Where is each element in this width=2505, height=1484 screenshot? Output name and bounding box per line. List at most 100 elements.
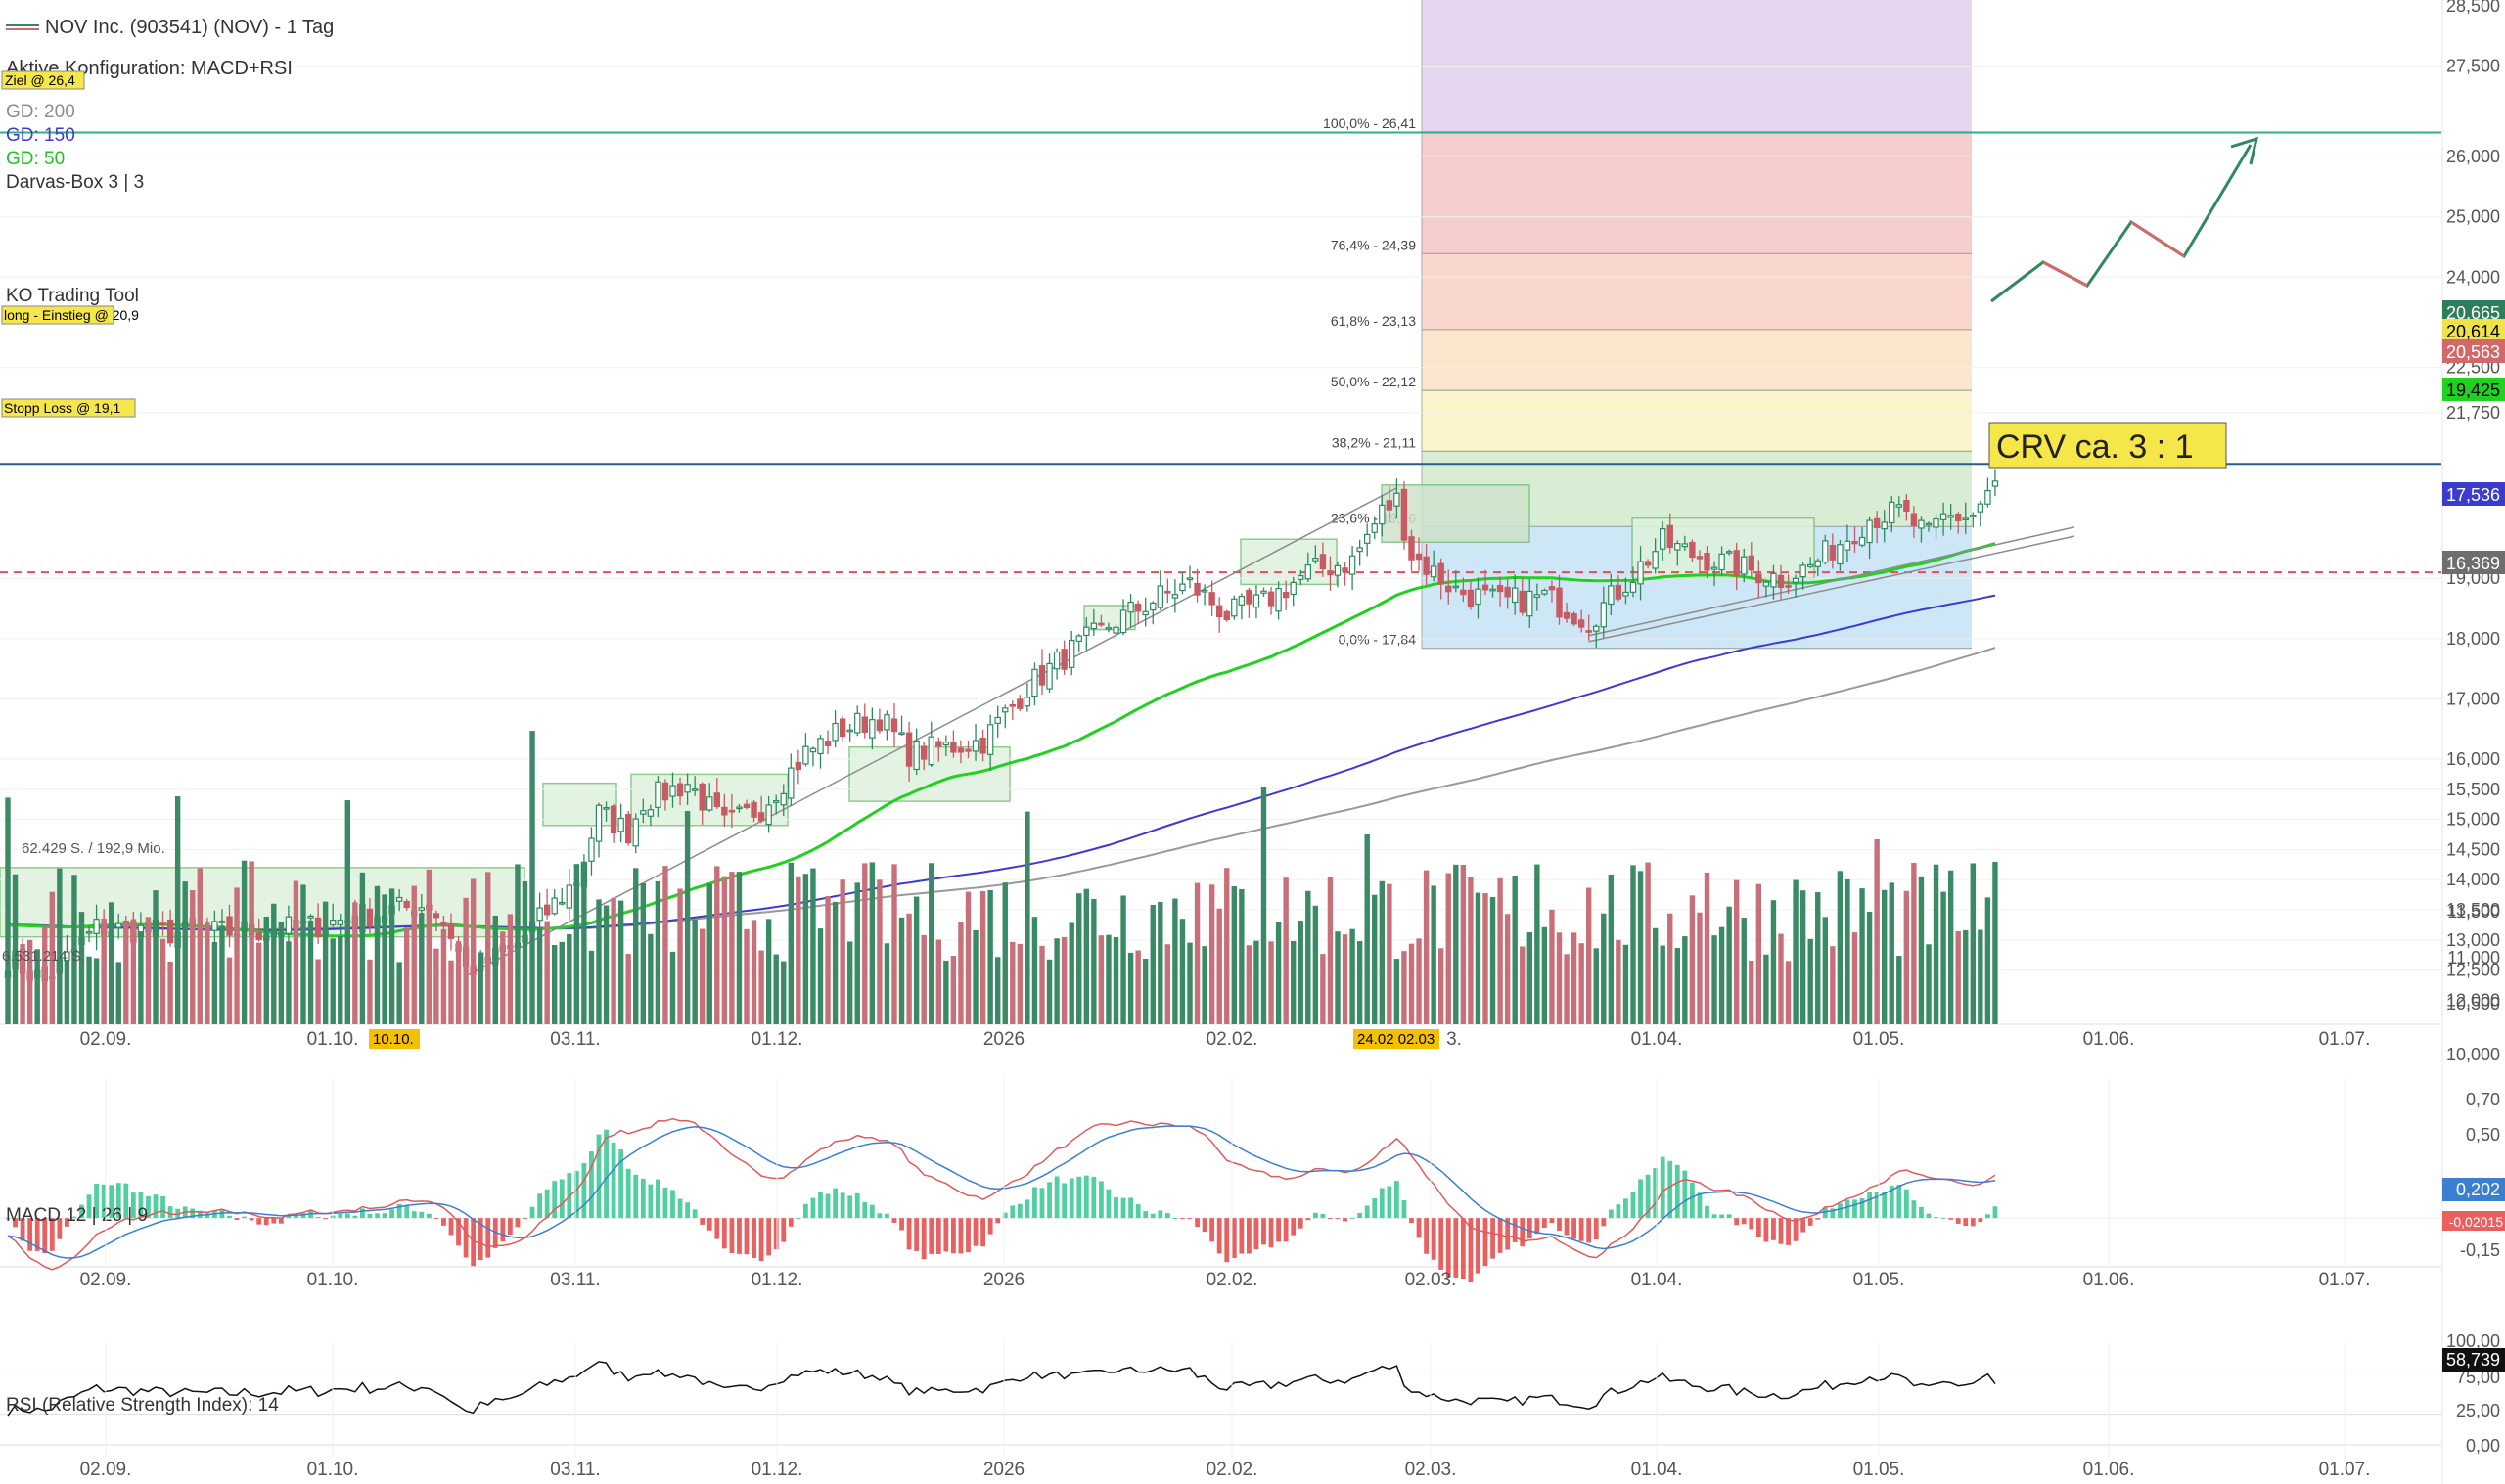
macd-hist-203	[1505, 1218, 1511, 1250]
rsi-tick-0: 100,00	[2446, 1331, 2500, 1351]
volume-bar-175	[1298, 921, 1303, 1024]
candle-body-12	[93, 919, 100, 934]
candle-body-42	[314, 917, 322, 938]
fib-label-2: 61,8% - 23,13	[1331, 313, 1416, 329]
volume-bar-68	[507, 914, 514, 1024]
volume-bar-152	[1127, 952, 1134, 1024]
macd-hist-268	[1985, 1214, 1990, 1219]
volume-bar-257	[1903, 890, 1910, 1024]
volume-bar-202	[1497, 877, 1503, 1024]
price-tick-22: 10,000	[2446, 1045, 2500, 1064]
volume-bar-230	[1704, 872, 1710, 1024]
volume-bar-192	[1423, 870, 1430, 1024]
macd-hist-93	[692, 1209, 698, 1219]
candle-body-199	[1475, 588, 1481, 606]
candle-body-171	[1267, 591, 1275, 607]
macd-hist-150	[1114, 1196, 1118, 1219]
volume-bar-63	[470, 878, 477, 1024]
macd-hist-251	[1859, 1198, 1865, 1219]
x-label-2-0: 02.09.	[80, 1460, 132, 1480]
candle-body-152	[1127, 601, 1134, 613]
volume-bar-258	[1911, 863, 1917, 1024]
x-label-0-5: 02.02.	[1207, 1029, 1258, 1050]
volume-bar-225	[1667, 913, 1673, 1024]
volume-bar-58	[433, 948, 439, 1024]
volume-bar-44	[330, 938, 336, 1024]
volume-bar-78	[581, 862, 587, 1024]
volume-bar-143	[1061, 936, 1068, 1024]
macd-hist-55	[411, 1211, 417, 1219]
volume-bar-218	[1616, 939, 1621, 1024]
macd-hist-26	[197, 1210, 203, 1219]
volume-bar-264	[1955, 930, 1961, 1024]
macd-hist-13	[101, 1184, 107, 1219]
macd-hist-175	[1298, 1218, 1303, 1229]
volume-bar-196	[1453, 864, 1459, 1024]
volume-bar-99	[736, 872, 743, 1024]
x-label-1-4: 2026	[983, 1270, 1025, 1290]
candle-body-250	[1851, 540, 1858, 545]
macd-hist-214	[1586, 1218, 1592, 1243]
macd-hist-47	[352, 1215, 358, 1219]
candle-body-197	[1460, 589, 1467, 596]
volume-bar-194	[1438, 948, 1444, 1024]
svg-text:Ziel @ 26,4: Ziel @ 26,4	[5, 72, 75, 88]
macd-hist-219	[1623, 1198, 1628, 1219]
volume-bar-222	[1645, 862, 1651, 1024]
candle-body-54	[403, 900, 410, 909]
volume-bar-66	[492, 915, 498, 1024]
macd-hist-89	[662, 1187, 668, 1219]
candle-body-213	[1577, 619, 1585, 628]
macd-hist-161	[1195, 1218, 1200, 1228]
candle-body-225	[1666, 524, 1673, 549]
candle-body-140	[1038, 665, 1046, 686]
volume-bar-9	[71, 875, 77, 1024]
macd-hist-106	[788, 1218, 794, 1227]
price-badge-text-3: 19,425	[2446, 381, 2500, 400]
candle-body-105	[780, 792, 787, 806]
volume-bar-79	[588, 950, 595, 1024]
candle-body-239	[1770, 572, 1777, 588]
macd-hist-46	[344, 1213, 350, 1219]
volume-bar-92	[684, 811, 691, 1024]
price-tick-1: 27,500	[2446, 57, 2500, 76]
candle-body-211	[1563, 611, 1571, 619]
volume-bar-139	[1031, 917, 1038, 1024]
candle-body-143	[1061, 649, 1068, 670]
candle-body-119	[884, 714, 890, 731]
macd-hist-223	[1653, 1168, 1659, 1219]
macd-hist-84	[625, 1168, 631, 1219]
volume-bar-263	[1947, 870, 1954, 1024]
macd-hist-243	[1800, 1218, 1806, 1233]
candle-body-235	[1741, 556, 1748, 575]
x-label-2-7: 01.04.	[1631, 1460, 1683, 1480]
volume-bar-85	[633, 868, 639, 1024]
candle-body-110	[817, 738, 824, 755]
volume-bar-269	[1992, 861, 1998, 1024]
volume-bar-229	[1697, 912, 1703, 1024]
volume-bar-102	[758, 950, 764, 1024]
volume-bar-170	[1260, 787, 1267, 1024]
macd-hist-260	[1926, 1213, 1932, 1219]
price-badge-text-0: 20,665	[2446, 303, 2500, 323]
macd-hist-262	[1940, 1217, 1946, 1219]
macd-hist-178	[1320, 1213, 1326, 1219]
candle-body-206	[1526, 590, 1533, 617]
candle-body-244	[1806, 563, 1814, 567]
volume-bar-241	[1785, 961, 1792, 1024]
macd-signal-line	[7, 1125, 1996, 1259]
candle-body-116	[861, 716, 869, 734]
macd-hist-185	[1372, 1198, 1378, 1219]
macd-hist-181	[1343, 1218, 1347, 1222]
volume-bar-232	[1718, 926, 1725, 1024]
price-tick-16: 13,000	[2446, 930, 2500, 950]
volume-bar-214	[1586, 887, 1592, 1024]
macd-hist-82	[611, 1142, 616, 1219]
macd-hist-139	[1032, 1187, 1037, 1219]
macd-hist-96	[714, 1218, 720, 1239]
candle-body-79	[588, 837, 595, 862]
macd-hist-120	[891, 1218, 897, 1223]
x-label-1-2: 03.11.	[550, 1270, 600, 1290]
macd-hist-168	[1247, 1218, 1252, 1254]
